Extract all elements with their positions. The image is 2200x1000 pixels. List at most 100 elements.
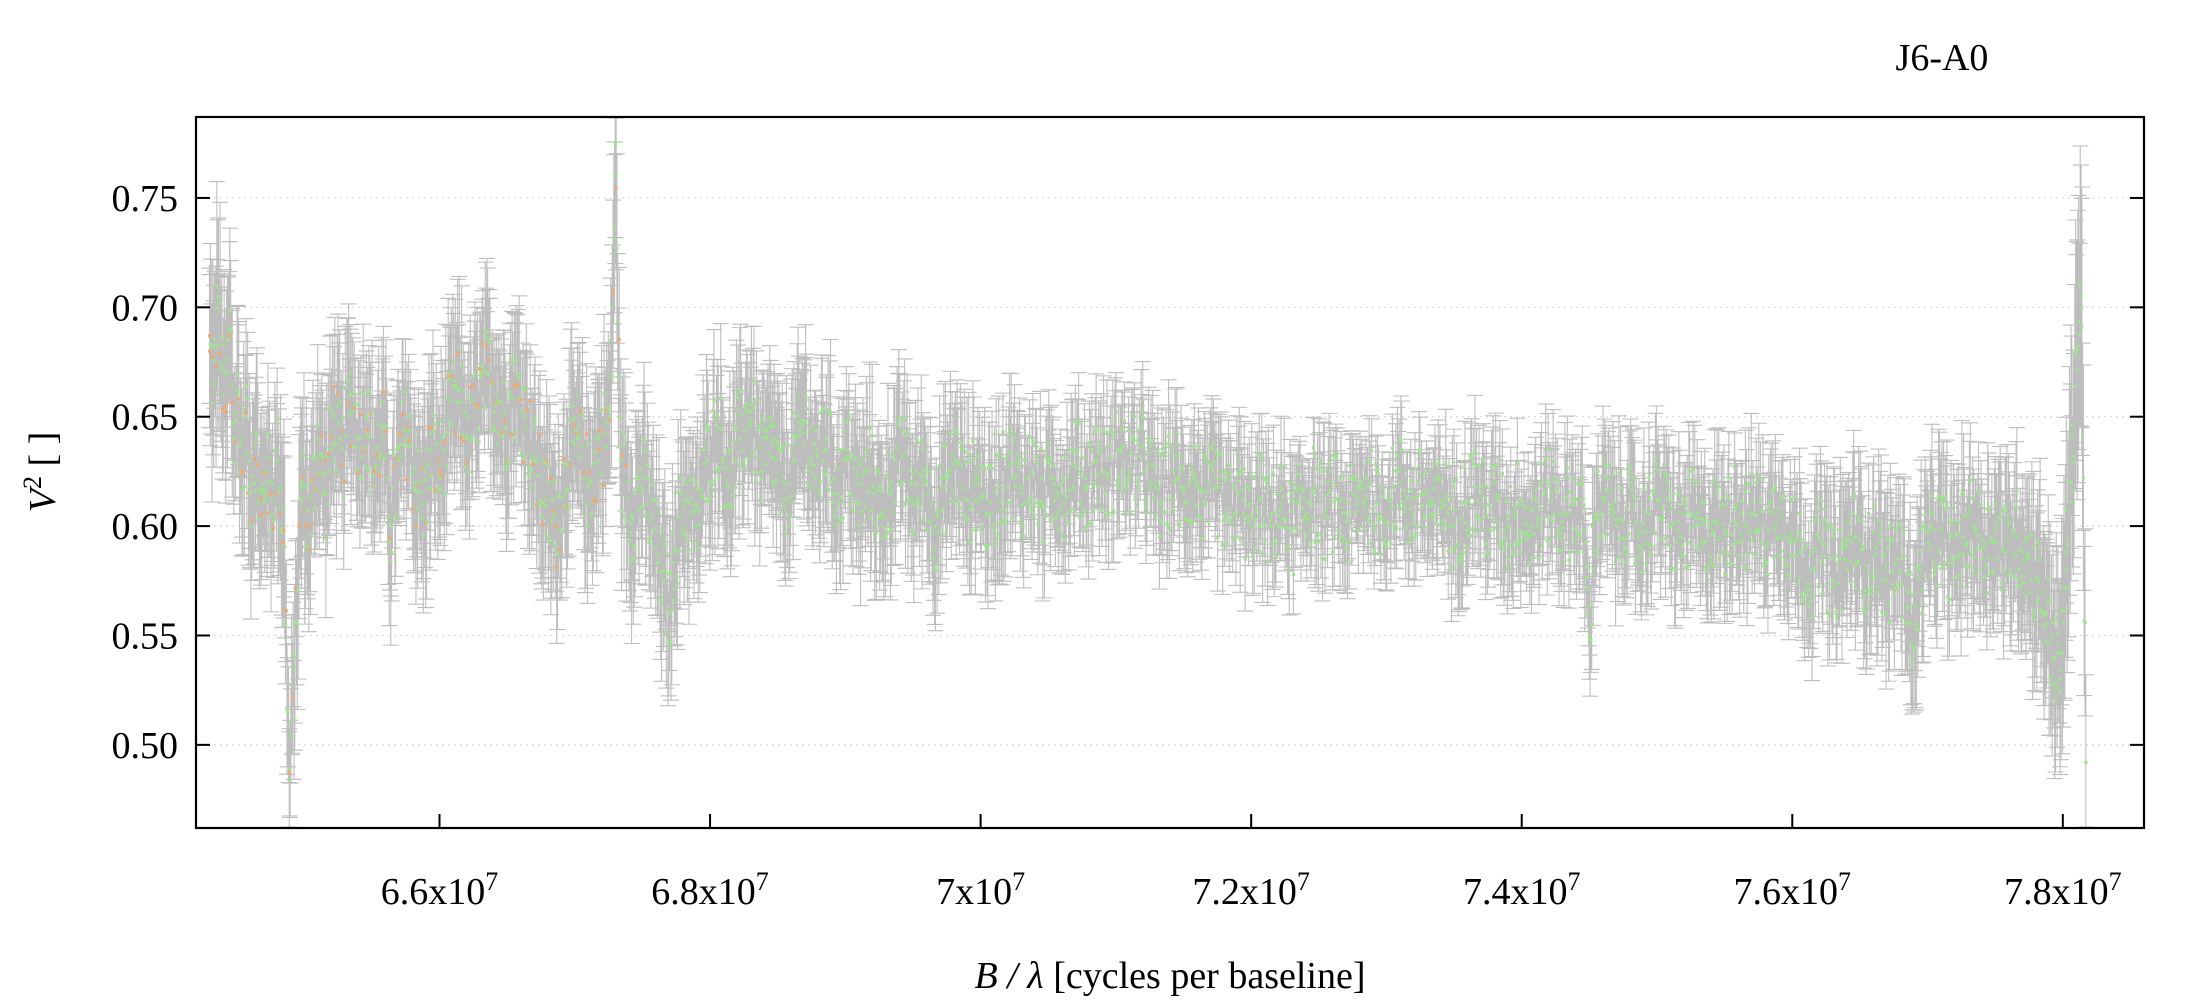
data-point — [1201, 499, 1206, 503]
data-point — [379, 452, 383, 457]
data-point — [1782, 558, 1787, 562]
data-point — [1546, 447, 1550, 451]
data-point — [912, 532, 916, 536]
data-point — [1053, 516, 1057, 521]
data-point — [220, 408, 225, 412]
data-point — [409, 443, 413, 447]
data-point — [951, 489, 955, 493]
data-point — [685, 537, 689, 541]
data-point — [1881, 578, 1885, 582]
data-point — [1194, 504, 1198, 508]
data-point — [1917, 568, 1922, 572]
data-point — [1663, 536, 1668, 540]
data-point — [1910, 662, 1914, 667]
data-point — [1624, 537, 1629, 541]
data-point — [901, 479, 905, 483]
data-point — [1585, 564, 1589, 568]
data-point — [680, 530, 684, 534]
data-point — [726, 467, 730, 471]
data-point — [1286, 549, 1291, 553]
data-point — [836, 501, 840, 506]
data-point — [695, 487, 699, 492]
data-point — [847, 414, 851, 418]
data-point — [2007, 520, 2011, 524]
data-point — [490, 379, 494, 383]
data-point — [615, 246, 619, 251]
data-point — [287, 770, 291, 774]
data-point — [633, 544, 637, 548]
data-point — [2056, 643, 2061, 647]
data-point — [792, 411, 796, 415]
data-point — [591, 498, 595, 502]
data-point — [509, 432, 513, 437]
data-point — [1815, 505, 1819, 509]
data-point — [1455, 542, 1460, 546]
data-point — [772, 424, 776, 428]
data-point — [936, 514, 940, 519]
data-point — [1951, 562, 1955, 566]
data-point — [1753, 553, 1757, 557]
data-point — [1079, 473, 1083, 478]
data-point — [1847, 532, 1852, 536]
data-point — [555, 552, 560, 556]
data-point — [2029, 578, 2033, 582]
data-point — [1676, 520, 1680, 524]
data-point — [1982, 546, 1986, 550]
data-point — [410, 472, 414, 476]
data-point — [2004, 508, 2008, 512]
data-point — [1880, 611, 1884, 615]
data-point — [779, 449, 784, 454]
data-point — [1922, 602, 1926, 606]
data-point — [1533, 496, 1537, 500]
data-point — [1073, 419, 1077, 424]
data-point — [1577, 531, 1581, 535]
data-point — [1907, 621, 1911, 625]
data-point — [1132, 414, 1137, 418]
data-point — [1785, 564, 1789, 568]
data-point — [2036, 579, 2041, 583]
data-point — [1744, 524, 1748, 528]
data-point — [1370, 507, 1375, 511]
data-point — [403, 389, 408, 393]
data-point — [693, 509, 697, 513]
data-point — [390, 550, 394, 554]
data-point — [719, 426, 724, 431]
data-point — [1335, 456, 1339, 460]
data-point — [332, 415, 336, 419]
data-point — [1042, 506, 1046, 510]
chart-title: J6-A0 — [1896, 37, 1989, 79]
data-point — [886, 450, 890, 454]
data-point — [486, 336, 490, 340]
data-point — [576, 434, 580, 438]
data-point — [1947, 598, 1952, 602]
data-point — [603, 431, 607, 435]
data-point — [440, 474, 444, 478]
data-point — [560, 495, 565, 499]
data-point — [441, 448, 446, 453]
data-point — [1374, 462, 1378, 466]
data-point — [885, 532, 889, 536]
data-point — [1559, 531, 1563, 536]
x-tick-label: 7x107 — [936, 867, 1025, 914]
data-point — [1008, 463, 1012, 467]
data-point — [629, 513, 634, 517]
data-point — [654, 498, 659, 503]
data-point — [689, 510, 694, 515]
data-point — [1085, 488, 1089, 492]
data-point — [1322, 469, 1326, 473]
data-point — [1788, 497, 1793, 501]
data-point — [1435, 523, 1440, 527]
data-point — [736, 396, 740, 400]
data-point — [1913, 604, 1917, 608]
data-point — [955, 432, 959, 436]
data-point — [966, 519, 970, 523]
data-point — [1764, 560, 1768, 565]
data-point — [940, 509, 944, 513]
data-point — [308, 524, 312, 528]
data-point — [1332, 536, 1336, 541]
data-point — [2077, 320, 2081, 325]
data-point — [716, 469, 720, 473]
data-point — [453, 379, 457, 383]
data-point — [1628, 464, 1632, 468]
data-point — [456, 388, 461, 393]
